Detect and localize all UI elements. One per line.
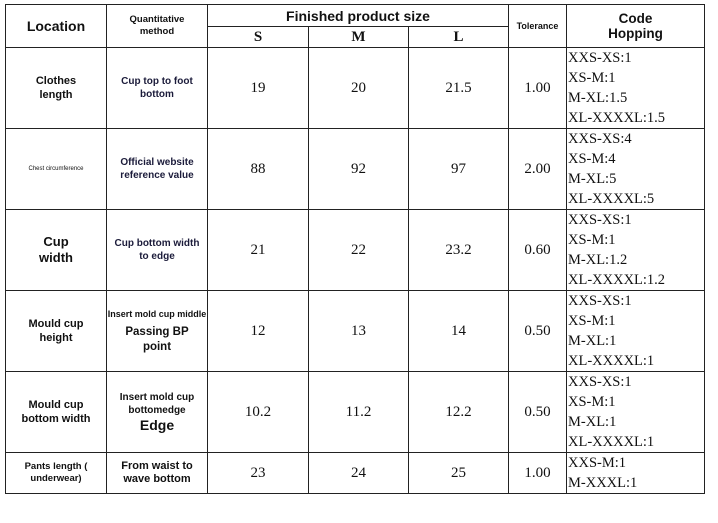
size-m-value: 24 [308, 452, 409, 494]
code-line: XL-XXXXL:1 [568, 434, 655, 450]
code-hopping-cell: XXS-XS:1 XS-M:1 M-XL:1 XL-XXXXL:1 [566, 290, 705, 372]
location-cell: Cup width [5, 209, 107, 291]
code-line: XXS-XS:4 [568, 131, 632, 147]
method-cell: Insert mold cup bottomedge Edge [106, 371, 208, 453]
table-row: Cup width Cup bottom width to edge 21 22… [5, 209, 705, 291]
code-line: XXS-XS:1 [568, 212, 632, 228]
header-size-s: S [207, 26, 309, 48]
method-text: Insert mold cup bottomedge [119, 392, 195, 416]
method-cell: Official website reference value [106, 128, 208, 210]
code-line: XS-M:1 [568, 70, 616, 86]
size-s-value: 10.2 [207, 371, 309, 453]
code-line: XS-M:4 [568, 151, 616, 167]
tolerance-value: 1.00 [508, 47, 567, 129]
table-row: Pants length ( underwear) From waist to … [5, 452, 705, 494]
size-s-value: 19 [207, 47, 309, 129]
code-line: XL-XXXXL:5 [568, 191, 655, 207]
size-chart-table: Location Quantitative method Finished pr… [5, 4, 705, 494]
header-size-m: M [308, 26, 409, 48]
method-cell: Cup bottom width to edge [106, 209, 208, 291]
code-line: XL-XXXXL:1.2 [568, 272, 666, 288]
code-line: XL-XXXXL:1 [568, 353, 655, 369]
location-cell: Pants length ( underwear) [5, 452, 107, 494]
tolerance-value: 0.50 [508, 290, 567, 372]
header-location: Location [5, 4, 107, 48]
tolerance-value: 2.00 [508, 128, 567, 210]
method-text: Cup top to foot bottom [121, 76, 193, 100]
method-text: Official website reference value [120, 157, 194, 181]
table-row: Mould cup bottom width Insert mold cup b… [5, 371, 705, 453]
code-line: M-XL:1.5 [568, 90, 628, 106]
location-cell: Clothes length [5, 47, 107, 129]
code-hopping-cell: XXS-XS:1 XS-M:1 M-XL:1.2 XL-XXXXL:1.2 [566, 209, 705, 291]
code-line: XXS-M:1 [568, 455, 627, 471]
method-subtext: Passing BP point [125, 325, 189, 353]
size-s-value: 88 [207, 128, 309, 210]
method-subtext: Edge [139, 417, 175, 433]
size-s-value: 21 [207, 209, 309, 291]
code-line: M-XXXL:1 [568, 475, 638, 491]
code-line: M-XL:1 [568, 333, 617, 349]
header-tolerance: Tolerance [508, 4, 567, 48]
size-m-value: 22 [308, 209, 409, 291]
location-cell: Chest circumference [5, 128, 107, 210]
code-line: XS-M:1 [568, 394, 616, 410]
size-l-value: 21.5 [408, 47, 509, 129]
code-line: M-XL:1 [568, 414, 617, 430]
header-row-top: Location Quantitative method Finished pr… [5, 4, 705, 48]
header-row-sizes: S M L [6, 26, 705, 48]
header-finished-product-size: Finished product size [207, 4, 509, 27]
table-row: Mould cup height Insert mold cup middle … [5, 290, 705, 372]
code-line: M-XL:5 [568, 171, 617, 187]
location-cell: Mould cup bottom width [5, 371, 107, 453]
method-text: Cup bottom width to edge [114, 238, 200, 262]
method-text: Insert mold cup middle [107, 308, 207, 319]
code-line: XXS-XS:1 [568, 374, 632, 390]
method-cell: Cup top to foot bottom [106, 47, 208, 129]
tolerance-value: 1.00 [508, 452, 567, 494]
code-line: XL-XXXXL:1.5 [568, 110, 666, 126]
header-code-hopping: Code Hopping [566, 4, 705, 48]
size-s-value: 23 [207, 452, 309, 494]
location-cell: Mould cup height [5, 290, 107, 372]
code-hopping-cell: XXS-XS:1 XS-M:1 M-XL:1 XL-XXXXL:1 [566, 371, 705, 453]
size-l-value: 25 [408, 452, 509, 494]
table-row: Chest circumference Official website ref… [5, 128, 705, 210]
method-text: From waist to wave bottom [121, 460, 193, 485]
size-l-value: 23.2 [408, 209, 509, 291]
size-m-value: 92 [308, 128, 409, 210]
code-line: XS-M:1 [568, 313, 616, 329]
size-l-value: 14 [408, 290, 509, 372]
size-s-value: 12 [207, 290, 309, 372]
method-cell: From waist to wave bottom [106, 452, 208, 494]
code-line: XXS-XS:1 [568, 50, 632, 66]
header-size-l: L [408, 26, 509, 48]
table-row: Clothes length Cup top to foot bottom 19… [5, 47, 705, 129]
code-hopping-cell: XXS-M:1 M-XXXL:1 [566, 452, 705, 494]
size-m-value: 20 [308, 47, 409, 129]
code-hopping-cell: XXS-XS:4 XS-M:4 M-XL:5 XL-XXXXL:5 [566, 128, 705, 210]
header-quantitative-method: Quantitative method [106, 4, 208, 48]
size-l-value: 12.2 [408, 371, 509, 453]
size-m-value: 11.2 [308, 371, 409, 453]
code-line: XS-M:1 [568, 232, 616, 248]
size-l-value: 97 [408, 128, 509, 210]
method-cell: Insert mold cup middle Passing BP point [106, 290, 208, 372]
code-line: XXS-XS:1 [568, 293, 632, 309]
tolerance-value: 0.60 [508, 209, 567, 291]
tolerance-value: 0.50 [508, 371, 567, 453]
code-hopping-cell: XXS-XS:1 XS-M:1 M-XL:1.5 XL-XXXXL:1.5 [566, 47, 705, 129]
size-m-value: 13 [308, 290, 409, 372]
code-line: M-XL:1.2 [568, 252, 628, 268]
